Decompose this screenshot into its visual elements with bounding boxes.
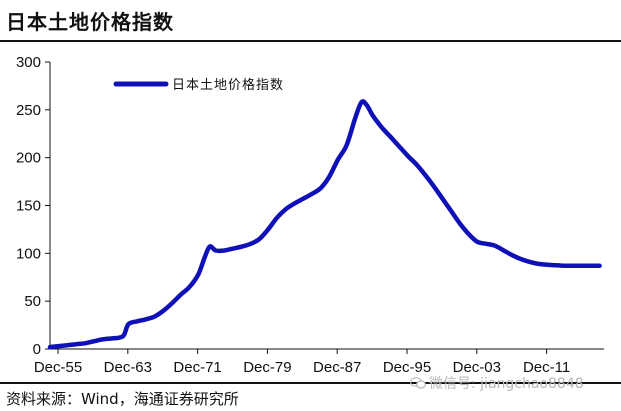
x-tick-label: Dec-71 (173, 359, 221, 376)
wechat-icon (410, 377, 426, 389)
y-tick-label: 50 (24, 293, 41, 310)
y-tick-label: 150 (16, 198, 41, 215)
x-tick-label: Dec-11 (523, 359, 570, 376)
x-tick-label: Dec-87 (313, 359, 361, 376)
y-tick-label: 250 (16, 102, 41, 119)
footer-divider (0, 382, 621, 384)
x-tick-label: Dec-79 (243, 359, 291, 376)
y-tick-label: 300 (16, 54, 41, 71)
watermark: 微信号: jiangchao8848 (410, 373, 584, 393)
legend-label: 日本土地价格指数 (172, 77, 284, 93)
chart-axes (49, 62, 604, 350)
y-tick-label: 0 (33, 341, 41, 358)
y-axis-ticks: 0 50 100 150 200 250 300 (16, 54, 50, 358)
y-tick-label: 200 (16, 150, 41, 167)
y-tick-label: 100 (16, 245, 41, 262)
x-tick-label: Dec-03 (453, 359, 501, 376)
chart-title: 日本土地价格指数 (6, 10, 174, 34)
x-tick-label: Dec-55 (34, 359, 82, 376)
x-tick-label: Dec-63 (104, 359, 152, 376)
x-axis-ticks: Dec-55 Dec-63 Dec-71 Dec-79 Dec-87 Dec-95 Dec-… (34, 349, 570, 376)
x-tick-label: Dec-95 (383, 359, 431, 376)
watermark-text: 微信号: jiangchao8848 (429, 376, 584, 392)
series-line (47, 99, 602, 350)
source-note: 资料来源：Wind，海通证券研究所 (6, 390, 239, 408)
title-divider (0, 40, 621, 42)
series-layer (47, 99, 602, 350)
legend: 日本土地价格指数 (113, 77, 284, 93)
